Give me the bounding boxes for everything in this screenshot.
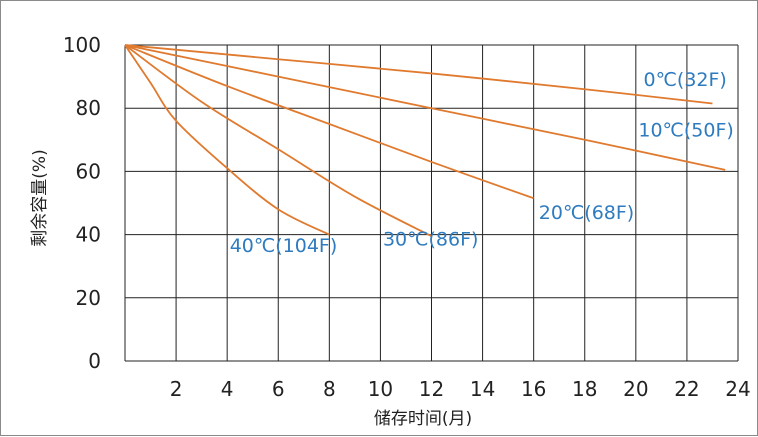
series-line <box>124 44 726 171</box>
y-axis-label: 剩余容量(%) <box>30 149 50 246</box>
series-line <box>124 44 534 200</box>
x-tick-label: 2 <box>170 377 183 401</box>
series-label: 20℃(68F) <box>539 202 634 224</box>
series-label: 40℃(104F) <box>230 235 338 257</box>
x-tick-label: 14 <box>470 377 495 401</box>
x-tick-label: 4 <box>221 377 234 401</box>
x-tick-label: 12 <box>419 377 444 401</box>
y-tick-label: 0 <box>88 349 101 373</box>
x-tick-label: 10 <box>368 377 393 401</box>
series-line <box>124 44 330 236</box>
y-tick-label: 80 <box>76 96 101 120</box>
x-axis-label: 储存时间(月) <box>374 409 472 429</box>
x-tick-label: 22 <box>674 377 699 401</box>
grid <box>124 44 739 362</box>
x-tick-label: 8 <box>323 377 336 401</box>
y-tick-label: 20 <box>76 286 101 310</box>
series-lines <box>124 44 726 237</box>
x-tick-label: 24 <box>725 377 750 401</box>
series-line <box>124 44 713 105</box>
y-tick-label: 60 <box>76 159 101 183</box>
series-labels: 0℃(32F) 10℃(50F) 20℃(68F) 30℃(86F) 40℃(104F) <box>230 69 734 257</box>
series-label: 0℃(32F) <box>643 69 726 91</box>
series-label: 30℃(86F) <box>383 229 478 251</box>
x-tick-label: 18 <box>572 377 597 401</box>
x-tick-label: 20 <box>623 377 648 401</box>
series-label: 10℃(50F) <box>638 120 733 142</box>
x-tick-label: 6 <box>272 377 285 401</box>
x-tick-label: 16 <box>521 377 546 401</box>
series-line <box>124 44 432 237</box>
y-tick-label: 100 <box>63 33 101 57</box>
y-tick-label: 40 <box>76 223 101 247</box>
